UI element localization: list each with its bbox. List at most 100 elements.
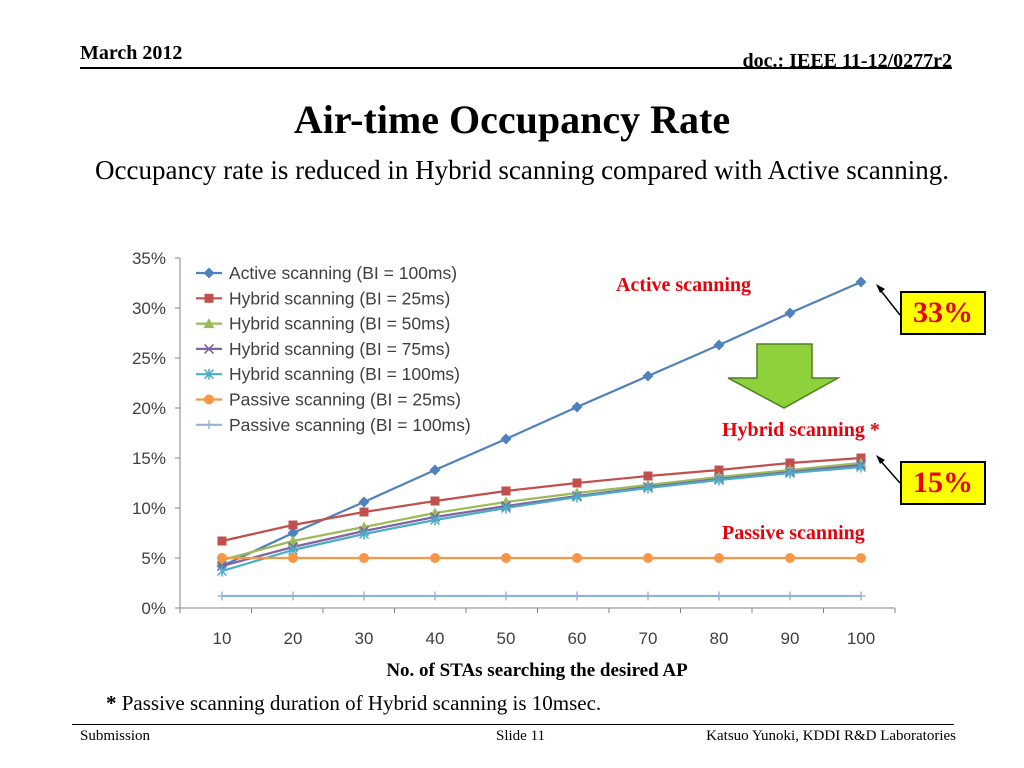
data-point-s6 [359,553,369,563]
data-point-s7 [359,591,369,601]
legend-swatch-marker [203,368,215,380]
x-tick-label: 80 [710,629,729,648]
data-point-s7 [501,591,511,601]
x-tick-label: 70 [639,629,658,648]
series-line-4 [221,463,862,568]
data-point-s5 [429,514,441,526]
data-point-s5 [216,565,228,577]
data-point-s6 [572,553,582,563]
x-tick-label: 50 [497,629,516,648]
x-tick-label: 90 [781,629,800,648]
y-tick-label: 5% [141,549,166,568]
header-date: March 2012 [80,42,183,64]
header-rule [80,67,952,69]
legend-entry: Hybrid scanning (BI = 100ms) [229,364,460,384]
data-point-s2 [217,536,227,546]
annotation-hybrid: Hybrid scanning * [722,419,880,441]
badge-hybrid-rate: 15% [900,461,986,505]
legend-entry: Hybrid scanning (BI = 50ms) [229,314,450,334]
data-point-s2 [643,471,653,481]
data-point-s1 [855,276,867,288]
data-point-s6 [714,553,724,563]
data-point-s2 [359,507,369,517]
arrow-hybrid-head [876,455,885,464]
data-point-s7 [430,591,440,601]
arrow-active-line [877,286,901,316]
data-point-s6 [856,553,866,563]
legend-swatch-marker [203,318,215,329]
data-point-s7 [856,591,866,601]
data-point-s1 [713,339,725,351]
data-point-s1 [358,496,370,508]
legend-entry: Active scanning (BI = 100ms) [229,263,457,283]
y-tick-label: 25% [132,349,166,368]
y-tick-label: 15% [132,449,166,468]
y-tick-label: 0% [141,599,166,618]
data-point-s5 [642,482,654,494]
footnote: * Passive scanning duration of Hybrid sc… [106,691,601,716]
footer-submission: Submission [80,728,151,744]
data-point-s6 [501,553,511,563]
footer-rule [72,724,954,725]
legend-entry: Hybrid scanning (BI = 25ms) [229,288,450,308]
y-tick-label: 35% [132,249,166,268]
badge-active-rate: 33% [900,291,986,335]
data-point-s5 [571,491,583,503]
header-doc-id: doc.: IEEE 11-12/0277r2 [742,50,952,72]
legend-swatch-marker [204,420,214,430]
data-point-s3 [287,535,299,546]
data-point-s2 [288,520,298,530]
down-arrow-icon [727,343,841,409]
legend-entry: Hybrid scanning (BI = 75ms) [229,339,450,359]
data-point-s6 [430,553,440,563]
data-point-s1 [429,464,441,476]
y-tick-label: 20% [132,399,166,418]
data-point-s6 [643,553,653,563]
slide-subtitle: Occupancy rate is reduced in Hybrid scan… [95,155,949,185]
data-point-s1 [784,307,796,319]
data-point-s7 [572,591,582,601]
footer-author: Katsuo Yunoki, KDDI R&D Laboratories [706,728,956,744]
data-point-s2 [714,465,724,475]
x-tick-label: 60 [568,629,587,648]
series-line-3 [221,461,862,562]
data-point-s7 [714,591,724,601]
data-point-s6 [785,553,795,563]
data-point-s1 [287,527,299,539]
data-point-s7 [217,591,227,601]
legend-swatch-marker [203,343,215,354]
footnote-mark: * [106,691,117,715]
data-point-s5 [713,474,725,486]
data-point-s2 [430,496,440,506]
x-tick-label: 100 [847,629,875,648]
data-point-s6 [288,553,298,563]
data-point-s1 [571,401,583,413]
x-axis-label: No. of STAs searching the desired AP [386,660,688,681]
series-line-2 [221,456,862,543]
legend-swatch-marker [203,267,215,279]
data-point-s1 [642,370,654,382]
data-point-s5 [358,528,370,540]
x-tick-label: 30 [355,629,374,648]
data-point-s2 [785,458,795,468]
legend-swatch-marker [204,394,214,405]
data-point-s1 [500,433,512,445]
data-point-s5 [784,467,796,479]
x-tick-label: 20 [284,629,303,648]
legend-entry: Passive scanning (BI = 100ms) [229,415,471,435]
data-point-s5 [855,461,867,473]
footer-slide-number: Slide 11 [496,728,546,744]
y-tick-label: 30% [132,299,166,318]
data-point-s5 [500,502,512,514]
legend-entry: Passive scanning (BI = 25ms) [229,390,461,410]
arrow-active-head [876,284,885,293]
footnote-text: Passive scanning duration of Hybrid scan… [116,691,602,715]
data-point-s7 [785,591,795,601]
annotation-active: Active scanning [616,274,751,296]
data-point-s2 [572,478,582,488]
data-point-s7 [288,591,298,601]
y-tick-label: 10% [132,499,166,518]
slide-title: Air-time Occupancy Rate [293,97,731,142]
legend-swatch-marker [204,293,214,303]
data-point-s7 [643,591,653,601]
